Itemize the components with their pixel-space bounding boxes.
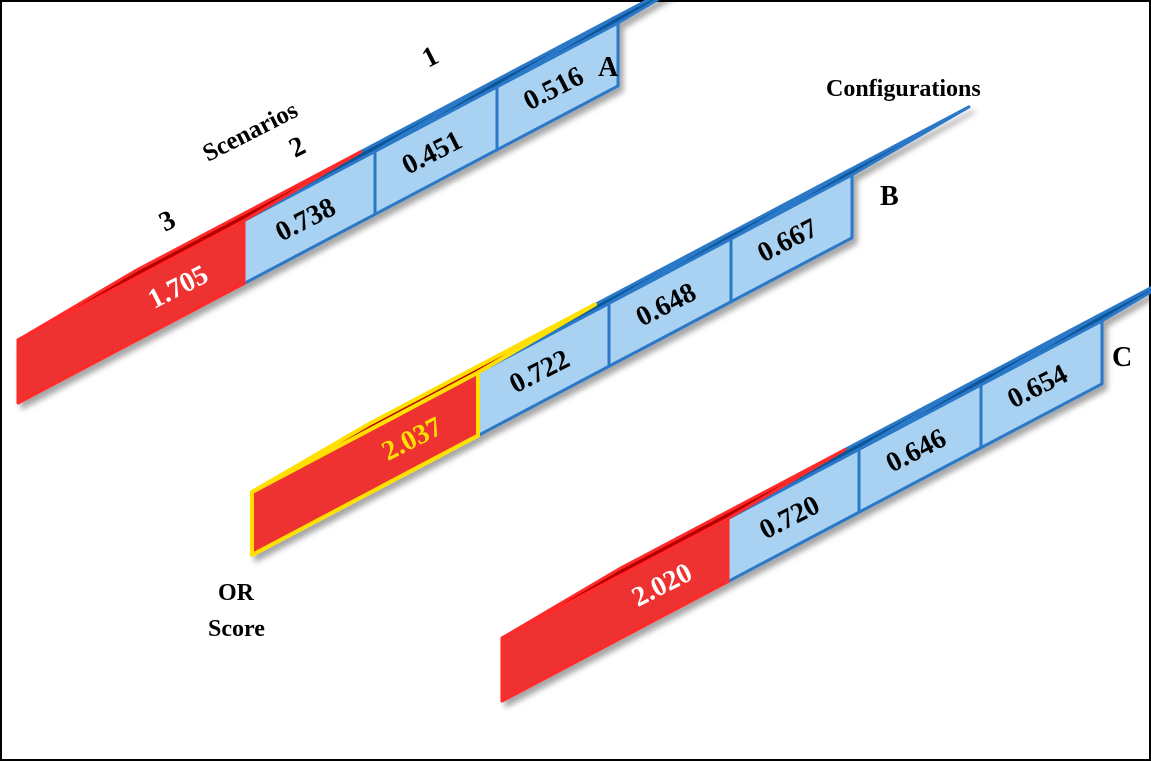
configuration-name-b: B: [880, 181, 899, 212]
or-label: OR: [218, 580, 254, 606]
top-face: [500, 448, 847, 640]
front-face: [250, 370, 480, 557]
scenario-3-label: 3: [154, 204, 181, 238]
scenario-block: [729, 105, 971, 304]
scenario-1-label: 1: [417, 40, 444, 74]
or-score-block: [500, 448, 847, 703]
configuration-name-c: C: [1112, 342, 1132, 373]
top-face: [16, 150, 363, 342]
configuration-name-a: A: [598, 52, 619, 83]
scenario-block: [857, 314, 1100, 514]
top-face: [250, 302, 597, 494]
configuration-row-a: [16, 0, 660, 405]
front-face: [500, 517, 730, 703]
scenarios-label: Scenarios: [198, 97, 302, 168]
configuration-row-c: [500, 286, 1151, 703]
configurations-label: Configurations: [826, 76, 981, 102]
configuration-row-b: [250, 105, 971, 557]
or-score-block: [250, 302, 597, 557]
score-label: Score: [208, 616, 265, 642]
front-face: [16, 219, 246, 405]
scenario-2-label: 2: [284, 130, 311, 164]
or-score-block: [16, 150, 363, 405]
